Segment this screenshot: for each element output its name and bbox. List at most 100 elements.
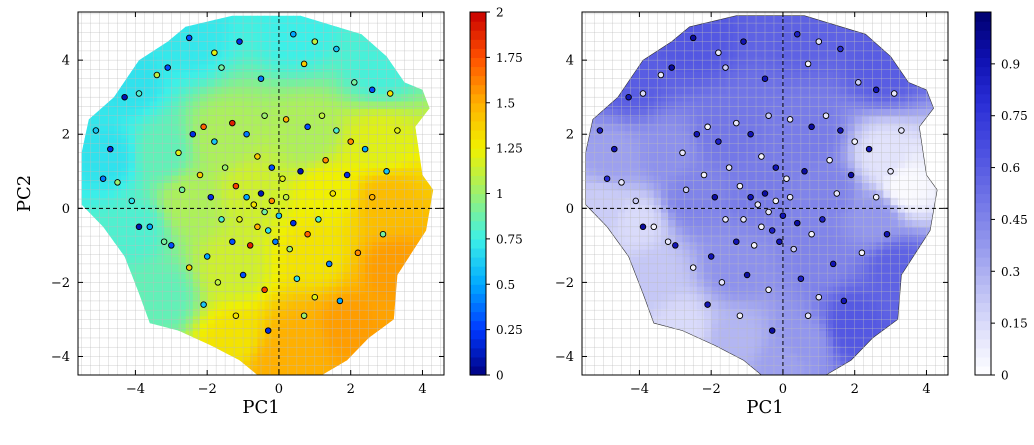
heatmap-cell [639,197,647,205]
heatmap-cell [257,308,265,316]
data-point [294,276,300,282]
heatmap-cell [668,168,676,176]
heatmap-cell [675,71,683,79]
heatmap-cell [279,19,287,27]
heatmap-cell [344,345,352,353]
heatmap-cell [819,131,827,139]
heatmap-cell [408,227,416,235]
heatmap-cell [611,190,619,198]
heatmap-cell [308,368,316,376]
heatmap-cell [243,338,251,346]
heatmap-cell [200,316,208,324]
heatmap-cell [783,234,791,242]
heatmap-cell [329,153,337,161]
heatmap-cell [214,249,222,257]
heatmap-cell [812,368,820,376]
heatmap-cell [704,234,712,242]
heatmap-cell [632,234,640,242]
heatmap-cell [747,264,755,272]
heatmap-cell [848,234,856,242]
heatmap-cell [135,160,143,168]
heatmap-cell [761,353,769,361]
heatmap-cell [293,71,301,79]
heatmap-cell [229,56,237,64]
heatmap-cell [250,338,258,346]
heatmap-cell [272,175,280,183]
heatmap-cell [804,301,812,309]
heatmap-cell [214,286,222,294]
heatmap-cell [840,331,848,339]
heatmap-cell [891,279,899,287]
data-point [355,250,361,256]
heatmap-cell [704,190,712,198]
heatmap-cell [243,286,251,294]
heatmap-cell [229,264,237,272]
heatmap-cell [783,353,791,361]
heatmap-cell [379,182,387,190]
heatmap-cell [711,108,719,116]
heatmap-cell [711,34,719,42]
heatmap-cell [171,256,179,264]
heatmap-cell [783,256,791,264]
heatmap-cell [690,182,698,190]
heatmap-cell [647,153,655,161]
heatmap-cell [372,271,380,279]
heatmap-cell [415,197,423,205]
heatmap-cell [682,197,690,205]
colorbar-segment [470,212,486,222]
heatmap-cell [668,108,676,116]
heatmap-cell [812,271,820,279]
heatmap-cell [200,323,208,331]
heatmap-cell [783,242,791,250]
heatmap-cell [883,160,891,168]
heatmap-cell [315,308,323,316]
colorbar-segment [470,166,486,176]
data-point [323,157,329,163]
heatmap-cell [236,153,244,161]
heatmap-cell [733,131,741,139]
heatmap-cell [387,279,395,287]
heatmap-cell [747,338,755,346]
heatmap-cell [265,34,273,42]
heatmap-cell [178,168,186,176]
heatmap-cell [883,64,891,72]
heatmap-cell [761,182,769,190]
heatmap-cell [668,286,676,294]
heatmap-cell [740,175,748,183]
heatmap-cell [193,286,201,294]
heatmap-cell [193,145,201,153]
heatmap-cell [100,197,108,205]
heatmap-cell [869,212,877,220]
heatmap-cell [257,175,265,183]
heatmap-cell [905,249,913,257]
heatmap-cell [654,79,662,87]
heatmap-cell [229,71,237,79]
heatmap-cell [812,219,820,227]
heatmap-cell [243,116,251,124]
heatmap-cell [344,86,352,94]
heatmap-cell [150,175,158,183]
heatmap-cell [293,19,301,27]
heatmap-cell [92,153,100,161]
heatmap-cell [193,271,201,279]
heatmap-cell [272,249,280,257]
heatmap-cell [804,79,812,87]
heatmap-cell [740,108,748,116]
heatmap-cell [207,64,215,72]
heatmap-cell [804,116,812,124]
heatmap-cell [272,42,280,50]
heatmap-cell [178,71,186,79]
heatmap-cell [761,56,769,64]
heatmap-cell [790,279,798,287]
heatmap-cell [754,19,762,27]
heatmap-cell [819,271,827,279]
heatmap-cell [128,190,136,198]
heatmap-cell [279,168,287,176]
heatmap-cell [862,219,870,227]
heatmap-cell [826,42,834,50]
heatmap-cell [790,160,798,168]
heatmap-cell [279,242,287,250]
heatmap-cell [408,190,416,198]
heatmap-cell [358,123,366,131]
heatmap-cell [257,316,265,324]
